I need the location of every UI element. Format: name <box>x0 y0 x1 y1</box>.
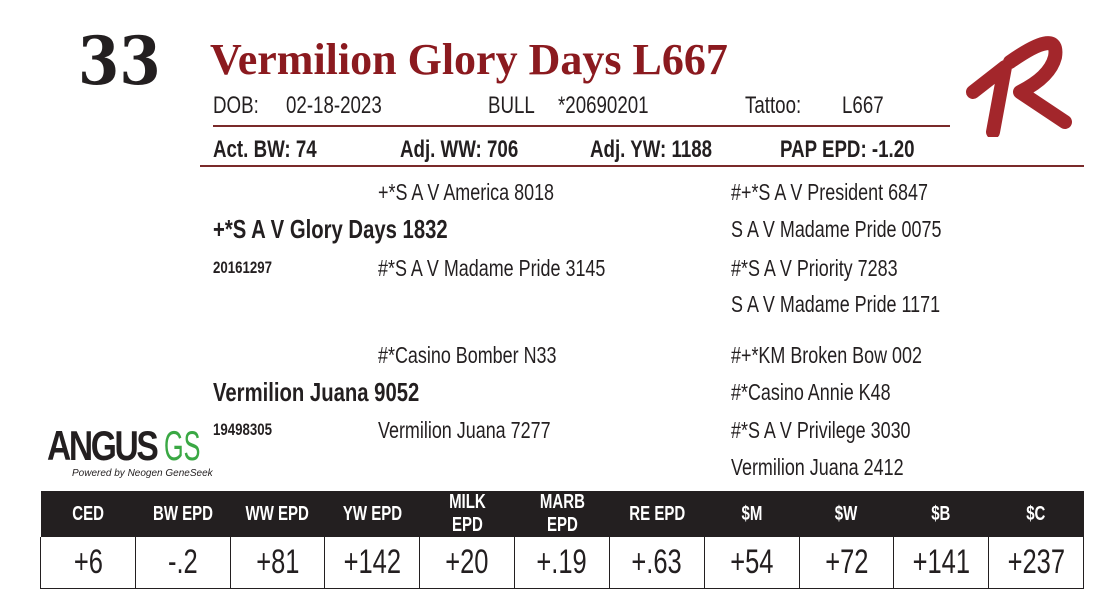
tattoo-value: L667 <box>842 92 884 119</box>
sire-sire: +*S A V America 8018 <box>378 179 555 205</box>
dob-label: DOB: <box>213 92 259 119</box>
epd-header: $B <box>893 491 989 537</box>
angus-gs-logo: ANGUS GS Powered by Neogen GeneSeek <box>47 422 224 479</box>
epd-value: -.2 <box>167 543 198 581</box>
sire-sire-sire: #+*S A V President 6847 <box>731 179 928 205</box>
epd-header-label: WW EPD <box>245 502 310 525</box>
epd-header-label: RE EPD <box>628 502 685 525</box>
epd-table: CED BW EPD WW EPD YW EPD MILK EPD MARB EPD RE … <box>40 491 1084 589</box>
sire-dam-dam: S A V Madame Pride 1171 <box>731 291 941 317</box>
epd-value-cell: +20 <box>419 537 516 589</box>
epd-value: +20 <box>445 543 489 581</box>
epd-header: WW EPD <box>230 491 325 537</box>
sire-registration: 20161297 <box>213 258 272 277</box>
epd-header-label: $B <box>931 502 951 525</box>
epd-header-label: YW EPD <box>342 502 402 525</box>
epd-value: +.63 <box>631 543 682 581</box>
epd-header: BW EPD <box>135 491 231 537</box>
epd-header-label: MARB EPD <box>539 491 585 536</box>
brand-logo <box>966 36 1072 137</box>
epd-header-label: CED <box>72 502 104 525</box>
sire: +*S A V Glory Days 1832 <box>213 214 448 244</box>
logo-text: ANGUS <box>47 422 159 469</box>
epd-header: $W <box>799 491 894 537</box>
epd-header: $M <box>704 491 799 537</box>
epd-value: +141 <box>912 543 970 581</box>
adjusted-weaning-weight: Adj. WW: 706 <box>400 136 519 163</box>
epd-header-label: BW EPD <box>152 502 213 525</box>
epd-value-cell: +141 <box>893 537 990 589</box>
epd-header: MARB EPD <box>514 491 610 537</box>
epd-header: MILK EPD <box>419 491 515 537</box>
epd-value-cell: -.2 <box>134 537 231 589</box>
dam-sire-sire: #+*KM Broken Bow 002 <box>731 342 922 368</box>
divider <box>213 125 950 127</box>
lot-number: 33 <box>78 22 161 100</box>
dam-dam: Vermilion Juana 7277 <box>378 417 551 443</box>
epd-header: CED <box>40 491 136 537</box>
dob-value: 02-18-2023 <box>286 92 382 119</box>
animal-name: Vermilion Glory Days L667 <box>210 35 728 84</box>
dam-registration: 19498305 <box>213 420 272 439</box>
epd-value: +237 <box>1007 543 1065 581</box>
pap-epd: PAP EPD: -1.20 <box>780 136 915 163</box>
epd-value: +.19 <box>536 543 588 581</box>
sex: BULL <box>488 92 535 119</box>
epd-header-label: MILK EPD <box>448 491 486 536</box>
epd-value-cell: +81 <box>229 537 326 589</box>
epd-value-cell: +6 <box>40 537 136 589</box>
dam: Vermilion Juana 9052 <box>213 377 420 407</box>
epd-value-cell: +237 <box>988 537 1084 589</box>
epd-header: $C <box>988 491 1084 537</box>
epd-value-cell: +.63 <box>608 537 705 589</box>
epd-value-cell: +72 <box>798 537 895 589</box>
actual-birth-weight: Act. BW: 74 <box>213 136 317 163</box>
sire-dam: #*S A V Madame Pride 3145 <box>378 255 606 281</box>
dam-dam-dam: Vermilion Juana 2412 <box>731 454 904 480</box>
epd-header-label: $W <box>835 502 858 525</box>
epd-header-label: $C <box>1026 502 1046 525</box>
epd-value-cell: +54 <box>703 537 800 589</box>
epd-value: +142 <box>343 543 402 581</box>
epd-value-cell: +.19 <box>514 537 610 589</box>
sire-dam-sire: #*S A V Priority 7283 <box>731 255 898 281</box>
epd-header-row: CED BW EPD WW EPD YW EPD MILK EPD MARB EPD RE … <box>40 491 1084 537</box>
sire-sire-dam: S A V Madame Pride 0075 <box>731 216 942 242</box>
epd-value-row: +6 -.2 +81 +142 +20 +.19 +.63 +54 +72 +141 +237 <box>40 537 1084 589</box>
epd-value-cell: +142 <box>324 537 421 589</box>
epd-value: +6 <box>73 543 103 581</box>
epd-header-label: $M <box>741 502 763 525</box>
dam-sire-dam: #*Casino Annie K48 <box>731 379 891 405</box>
registration-number: *20690201 <box>558 92 649 119</box>
dam-dam-sire: #*S A V Privilege 3030 <box>731 417 911 443</box>
logo-tagline: Powered by Neogen GeneSeek <box>72 468 213 479</box>
epd-value: +72 <box>824 543 869 581</box>
divider <box>200 165 1084 167</box>
epd-value: +81 <box>255 543 300 581</box>
epd-header: RE EPD <box>609 491 705 537</box>
tattoo-label: Tattoo: <box>745 92 802 119</box>
adjusted-yearling-weight: Adj. YW: 1188 <box>590 136 713 163</box>
logo-suffix: GS <box>163 422 201 469</box>
epd-value: +54 <box>729 543 774 581</box>
dam-sire: #*Casino Bomber N33 <box>378 342 557 368</box>
epd-header: YW EPD <box>324 491 420 537</box>
